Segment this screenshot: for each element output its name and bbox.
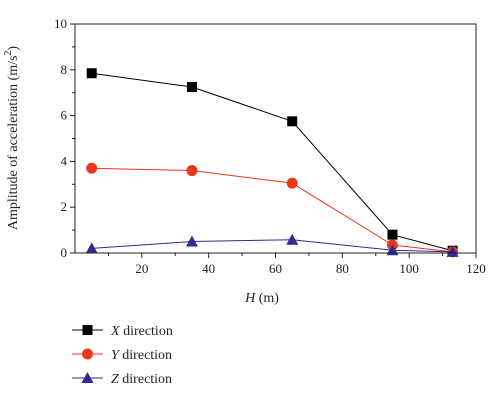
x-tick-label: 60	[269, 261, 282, 276]
legend-label-y: Y direction	[111, 348, 172, 363]
y-axis-label-main: Amplitude of acceleration (m/s	[6, 56, 21, 231]
data-point-x	[287, 116, 298, 127]
y-tick-label: 6	[61, 108, 68, 123]
y-tick-label: 0	[61, 245, 68, 260]
x-axis-label-unit: (m)	[259, 291, 280, 306]
y-tick-label: 10	[54, 16, 67, 31]
data-point-x	[86, 68, 97, 79]
legend-label-x: X direction	[110, 324, 173, 339]
data-point-x	[186, 81, 197, 92]
y-tick-label: 2	[61, 199, 68, 214]
x-tick-label: 20	[135, 261, 148, 276]
x-axis-label: H (m)	[244, 291, 279, 306]
x-axis-label-var: H	[244, 291, 256, 306]
x-tick-label: 40	[202, 261, 215, 276]
plot-area	[85, 68, 459, 258]
y-tick-label: 4	[61, 153, 68, 168]
y-axis-label-end: )	[6, 46, 21, 51]
data-point-z	[185, 235, 198, 247]
series-line-x	[91, 72, 453, 252]
legend-label-z: Z direction	[111, 372, 172, 387]
data-point-z	[85, 242, 98, 254]
y-tick-label: 8	[61, 62, 68, 77]
series-line-y	[91, 167, 453, 253]
y-axis-label: Amplitude of acceleration (m/s2)	[3, 46, 21, 231]
legend-marker-z	[81, 372, 94, 383]
x-tick-label: 80	[336, 261, 349, 276]
data-point-y	[86, 162, 98, 174]
legend-marker-x	[82, 325, 93, 335]
x-tick-label: 100	[399, 261, 419, 276]
data-point-z	[446, 245, 459, 257]
data-point-y	[186, 165, 198, 177]
data-point-z	[286, 233, 299, 245]
data-point-y	[286, 177, 298, 189]
axes: 0 2 4 6 8 10 20 40 60 80 100 120	[54, 16, 486, 276]
legend: X direction Y direction Z direction	[72, 324, 173, 387]
y-axis-label-sup: 2	[3, 51, 14, 56]
x-tick-label: 120	[466, 261, 486, 276]
legend-marker-y	[82, 348, 93, 360]
data-point-x	[387, 229, 398, 240]
plot-frame	[74, 23, 477, 254]
